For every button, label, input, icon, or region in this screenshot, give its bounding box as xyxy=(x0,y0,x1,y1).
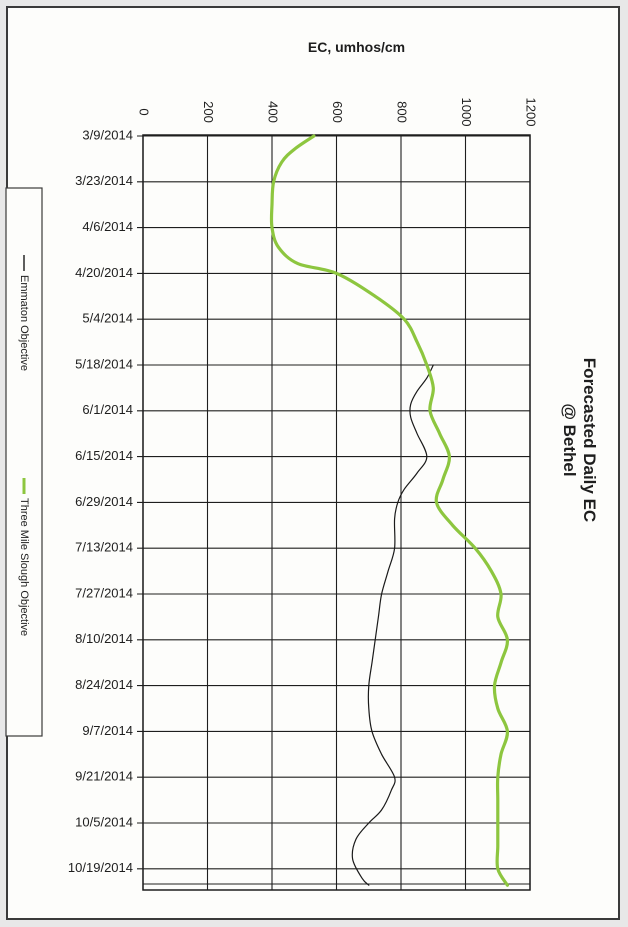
ec-tick-label: 0 xyxy=(137,108,152,115)
chart-title-line: @ Bethel xyxy=(560,403,579,476)
date-tick-label: 6/1/2014 xyxy=(82,402,133,417)
data-series xyxy=(269,134,510,887)
date-tick-label: 7/27/2014 xyxy=(75,585,133,600)
ec-tick-label: 800 xyxy=(395,101,410,123)
tick-labels: 0 200 400 600 800 1000 1200 3/9/2014 3/23/2014 4/… xyxy=(68,98,539,876)
series-line-emmaton-objective xyxy=(351,364,434,886)
plot-area xyxy=(142,134,531,891)
legend-label-three-mile-slough-objective: Three Mile Slough Objective xyxy=(18,498,30,636)
date-tick-label: 5/4/2014 xyxy=(82,311,133,326)
date-tick-label: 9/7/2014 xyxy=(82,723,133,738)
chart-title: Forecasted Daily EC@ Bethel xyxy=(560,358,599,522)
date-tick-label: 6/15/2014 xyxy=(75,448,133,463)
grid-lines xyxy=(137,135,531,890)
date-tick-label: 9/21/2014 xyxy=(75,769,133,784)
date-tick-label: 4/20/2014 xyxy=(75,265,133,280)
date-tick-label: 5/18/2014 xyxy=(75,356,133,371)
date-tick-label: 10/5/2014 xyxy=(75,814,133,829)
date-tick-label: 7/13/2014 xyxy=(75,540,133,555)
ec-tick-label: 600 xyxy=(330,101,345,123)
legend: Emmaton Objective Three Mile Slough Objec… xyxy=(5,187,43,737)
date-tick-label: 8/10/2014 xyxy=(75,631,133,646)
ec-tick-label: 1200 xyxy=(524,98,539,127)
chart-title-line: Forecasted Daily EC xyxy=(580,358,599,522)
date-tick-label: 8/24/2014 xyxy=(75,677,133,692)
date-tick-label: 6/29/2014 xyxy=(75,494,133,509)
legend-box xyxy=(5,187,43,737)
date-tick-label: 3/23/2014 xyxy=(75,173,133,188)
ec-tick-label: 1000 xyxy=(459,98,474,127)
ec-tick-label: 400 xyxy=(266,101,281,123)
ec-tick-label: 200 xyxy=(201,101,216,123)
legend-label-emmaton-objective: Emmaton Objective xyxy=(18,275,30,371)
date-tick-label: 4/6/2014 xyxy=(82,219,133,234)
date-tick-label: 3/9/2014 xyxy=(82,127,133,142)
report-page xyxy=(6,6,620,920)
date-tick-label: 10/19/2014 xyxy=(68,860,133,875)
series-line-three-mile-slough-objective xyxy=(269,134,510,887)
axis-title: EC, umhos/cm xyxy=(308,39,405,55)
